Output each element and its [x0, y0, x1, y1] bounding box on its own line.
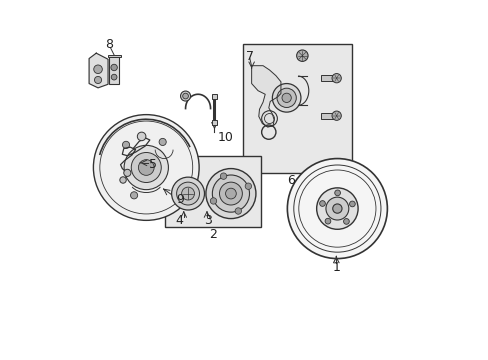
Circle shape [93, 114, 199, 220]
Circle shape [225, 188, 236, 199]
Circle shape [120, 177, 126, 183]
Bar [108, 57, 119, 84]
Circle shape [111, 64, 117, 71]
Circle shape [287, 158, 386, 258]
Bar [242, 44, 351, 173]
Circle shape [171, 177, 204, 210]
Circle shape [316, 188, 357, 229]
Text: 6: 6 [286, 174, 294, 186]
Circle shape [276, 88, 296, 108]
Text: 9: 9 [176, 193, 184, 206]
Circle shape [210, 198, 216, 204]
Circle shape [181, 187, 194, 200]
Text: 5: 5 [148, 158, 157, 171]
Bar [211, 120, 216, 125]
Circle shape [331, 73, 341, 83]
Polygon shape [89, 53, 108, 88]
Circle shape [282, 93, 291, 103]
Circle shape [325, 197, 348, 220]
Text: 3: 3 [203, 213, 212, 226]
Circle shape [159, 138, 166, 145]
Circle shape [219, 182, 242, 205]
Circle shape [123, 169, 131, 176]
Circle shape [176, 182, 199, 205]
Circle shape [334, 190, 340, 196]
Circle shape [130, 192, 138, 199]
Circle shape [94, 76, 102, 84]
Polygon shape [251, 66, 281, 127]
Circle shape [94, 65, 102, 73]
Circle shape [325, 218, 330, 224]
Circle shape [183, 93, 188, 99]
Circle shape [111, 74, 117, 80]
Bar [321, 75, 334, 81]
Circle shape [122, 141, 129, 148]
Circle shape [244, 183, 251, 189]
Bar [108, 55, 121, 58]
Text: 2: 2 [209, 228, 217, 241]
Circle shape [220, 173, 226, 179]
Circle shape [331, 111, 341, 120]
Circle shape [272, 84, 300, 112]
Circle shape [343, 219, 348, 224]
Text: 8: 8 [104, 39, 113, 51]
Circle shape [180, 91, 190, 101]
Text: 1: 1 [332, 261, 340, 274]
Circle shape [296, 50, 307, 62]
Text: 7: 7 [245, 50, 253, 63]
Circle shape [235, 208, 241, 214]
Circle shape [137, 132, 145, 141]
Text: 4: 4 [175, 213, 183, 226]
Circle shape [205, 168, 255, 219]
Circle shape [319, 201, 325, 206]
Bar [211, 94, 216, 99]
Bar [165, 156, 261, 227]
Circle shape [212, 175, 249, 212]
Circle shape [138, 159, 154, 175]
Circle shape [349, 201, 354, 207]
Text: 10: 10 [217, 131, 233, 144]
Bar [321, 113, 334, 118]
Circle shape [131, 153, 161, 183]
Circle shape [124, 145, 168, 190]
Circle shape [332, 204, 341, 213]
